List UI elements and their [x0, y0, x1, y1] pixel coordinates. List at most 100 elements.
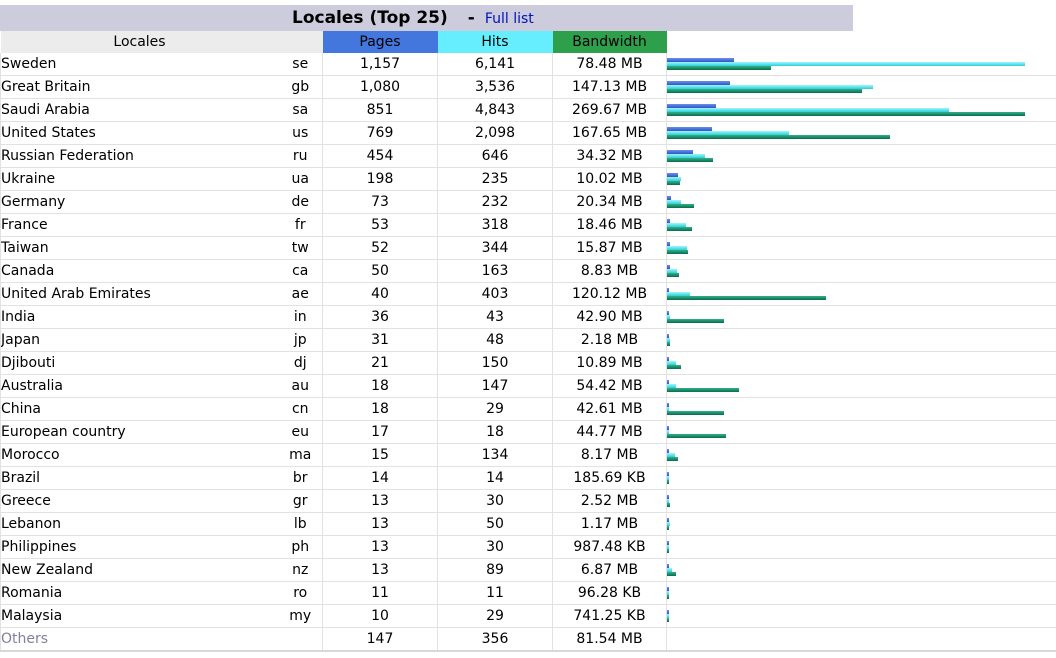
- locale-code: nz: [278, 558, 323, 582]
- pages-bar: [667, 104, 716, 108]
- locale-name: Saudi Arabia: [0, 98, 279, 122]
- graph-cell: [666, 328, 1056, 352]
- hits-value: 646: [437, 144, 553, 168]
- pages-value: 13: [322, 489, 438, 513]
- locale-code: ca: [278, 259, 323, 283]
- others-label: Others: [0, 627, 279, 651]
- bar-group: [667, 490, 1056, 512]
- table-row: Morocco ma 15 134 8.17 MB: [0, 443, 1056, 467]
- bandwidth-bar: [667, 595, 669, 599]
- section-title: Locales (Top 25): [292, 8, 448, 28]
- graph-cell: [666, 558, 1056, 582]
- pages-bar: [667, 334, 669, 338]
- hits-bar: [667, 292, 690, 296]
- section-title-bar: Locales (Top 25) - Full list: [0, 5, 853, 31]
- pages-value: 13: [322, 512, 438, 536]
- bar-group: [667, 605, 1056, 627]
- bandwidth-value: 147.13 MB: [552, 75, 667, 99]
- locale-code: gr: [278, 489, 323, 513]
- bandwidth-value: 2.18 MB: [552, 328, 667, 352]
- locale-name: Russian Federation: [0, 144, 279, 168]
- hits-value: 163: [437, 259, 553, 283]
- pages-bar: [667, 541, 669, 545]
- hits-value: 403: [437, 282, 553, 306]
- locale-code: sa: [278, 98, 323, 122]
- table-row: Philippines ph 13 30 987.48 KB: [0, 535, 1056, 559]
- graph-cell: [666, 604, 1056, 628]
- column-header-bandwidth: Bandwidth: [552, 31, 667, 53]
- bandwidth-value: 96.28 KB: [552, 581, 667, 605]
- pages-bar: [667, 219, 670, 223]
- hits-bar: [667, 453, 675, 457]
- pages-bar: [667, 518, 669, 522]
- table-row: Canada ca 50 163 8.83 MB: [0, 259, 1056, 283]
- bar-group: [667, 582, 1056, 604]
- pages-value: 21: [322, 351, 438, 375]
- pages-bar: [667, 380, 669, 384]
- pages-value: 53: [322, 213, 438, 237]
- hits-value: 14: [437, 466, 553, 490]
- bandwidth-bar: [667, 549, 669, 553]
- graph-cell: [666, 259, 1056, 283]
- table-row: Lebanon lb 13 50 1.17 MB: [0, 512, 1056, 536]
- hits-value: 232: [437, 190, 553, 214]
- hits-value: 344: [437, 236, 553, 260]
- hits-bar: [667, 361, 676, 365]
- hits-value: 147: [437, 374, 553, 398]
- locale-code: gb: [278, 75, 323, 99]
- hits-bar: [667, 338, 670, 342]
- bandwidth-value: 269.67 MB: [552, 98, 667, 122]
- full-list-link[interactable]: Full list: [484, 11, 534, 27]
- hits-bar: [667, 315, 670, 319]
- bandwidth-bar: [667, 365, 681, 369]
- pages-value: 851: [322, 98, 438, 122]
- locale-code: my: [278, 604, 323, 628]
- bandwidth-bar: [667, 457, 678, 461]
- pages-value: 52: [322, 236, 438, 260]
- bar-group: [667, 283, 1056, 305]
- table-row: France fr 53 318 18.46 MB: [0, 213, 1056, 237]
- graph-cell: [666, 489, 1056, 513]
- hits-value: 134: [437, 443, 553, 467]
- bandwidth-value: 1.17 MB: [552, 512, 667, 536]
- pages-value: 31: [322, 328, 438, 352]
- pages-value: 40: [322, 282, 438, 306]
- locale-code: tw: [278, 236, 323, 260]
- pages-value: 18: [322, 397, 438, 421]
- bandwidth-value: 8.83 MB: [552, 259, 667, 283]
- pages-bar: [667, 449, 669, 453]
- pages-value: 454: [322, 144, 438, 168]
- pages-value: 1,080: [322, 75, 438, 99]
- bandwidth-value: 20.34 MB: [552, 190, 667, 214]
- pages-bar: [667, 127, 712, 131]
- locale-name: India: [0, 305, 279, 329]
- table-row: Russian Federation ru 454 646 34.32 MB: [0, 144, 1056, 168]
- pages-value: 18: [322, 374, 438, 398]
- locale-name: Sweden: [0, 53, 279, 76]
- locale-code: ua: [278, 167, 323, 191]
- locale-name: Malaysia: [0, 604, 279, 628]
- table-row: Australia au 18 147 54.42 MB: [0, 374, 1056, 398]
- bandwidth-value: 15.87 MB: [552, 236, 667, 260]
- bandwidth-bar: [667, 273, 679, 277]
- others-pages: 147: [322, 627, 438, 651]
- locale-name: United States: [0, 121, 279, 145]
- bandwidth-bar: [667, 572, 676, 576]
- locale-name: Australia: [0, 374, 279, 398]
- hits-value: 3,536: [437, 75, 553, 99]
- locale-name: United Arab Emirates: [0, 282, 279, 306]
- locale-name: European country: [0, 420, 279, 444]
- pages-bar: [667, 311, 669, 315]
- bandwidth-value: 34.32 MB: [552, 144, 667, 168]
- pages-bar: [667, 426, 669, 430]
- hits-bar: [667, 154, 705, 158]
- hits-value: 318: [437, 213, 553, 237]
- pages-bar: [667, 357, 669, 361]
- bar-group: [667, 444, 1056, 466]
- bandwidth-value: 42.61 MB: [552, 397, 667, 421]
- bandwidth-bar: [667, 181, 680, 185]
- bandwidth-bar: [667, 112, 1025, 116]
- hits-bar: [667, 108, 949, 112]
- locale-code: ro: [278, 581, 323, 605]
- graph-cell: [666, 512, 1056, 536]
